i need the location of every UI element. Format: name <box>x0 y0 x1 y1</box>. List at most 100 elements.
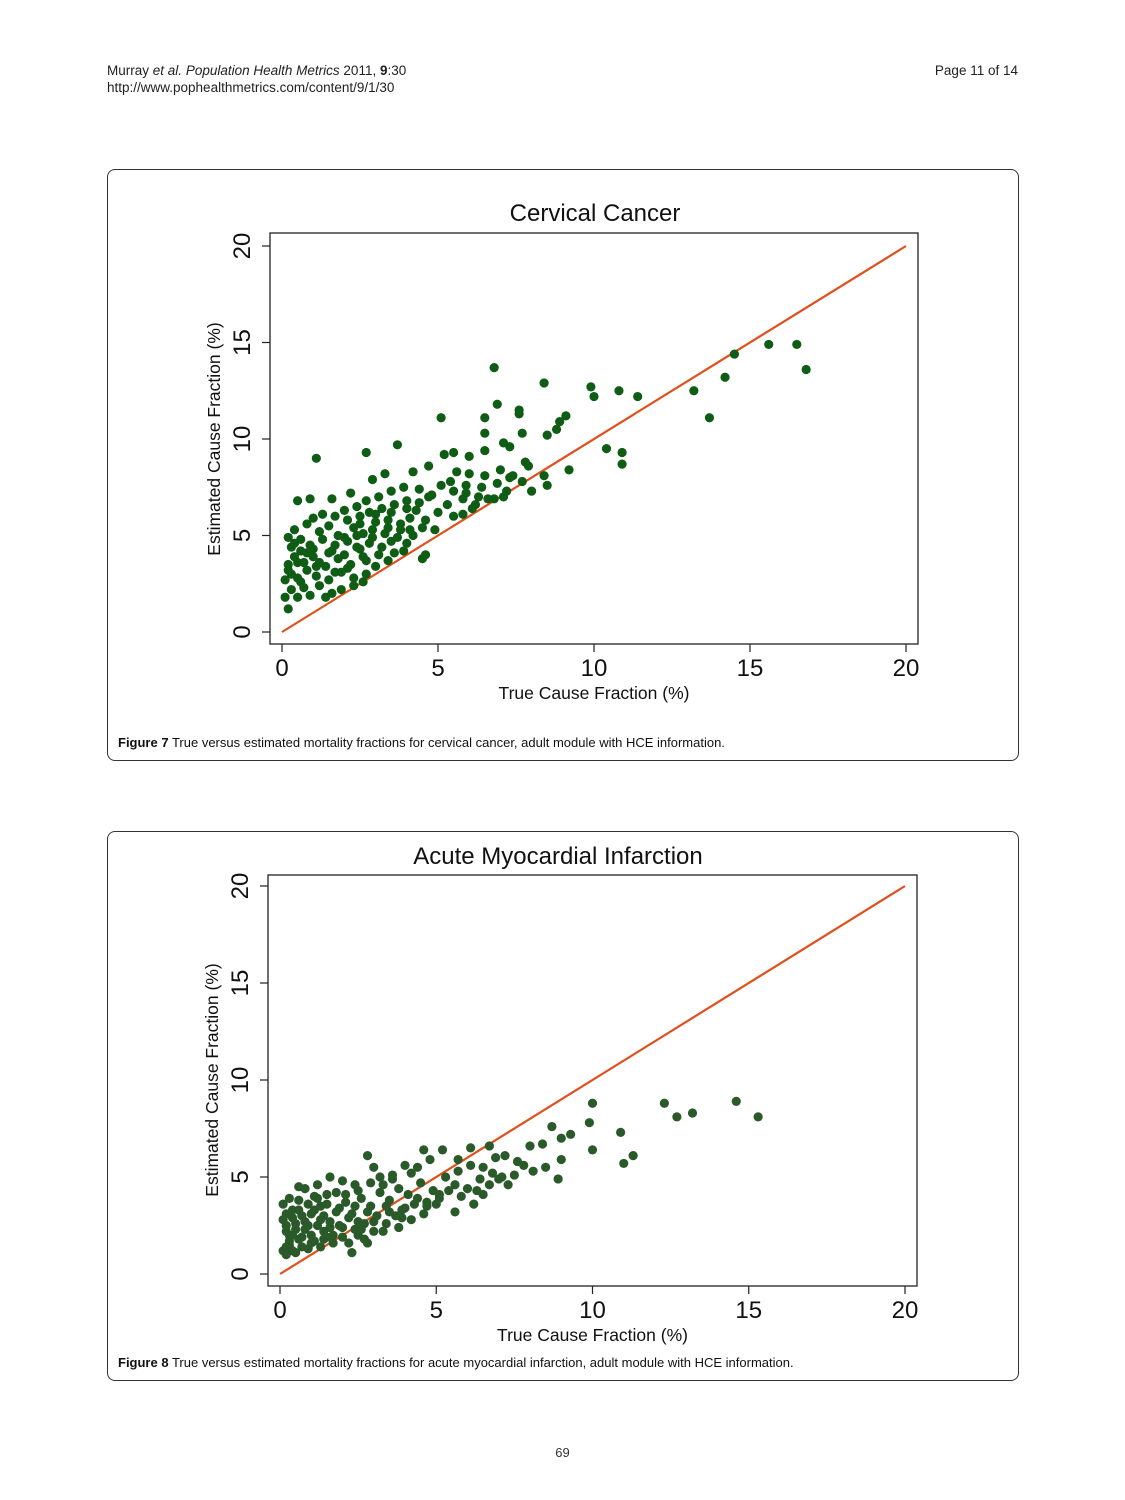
data-point <box>617 459 627 469</box>
data-point <box>672 1112 682 1122</box>
data-point <box>305 494 315 504</box>
data-point <box>551 424 562 434</box>
data-point <box>514 409 524 419</box>
data-point <box>467 503 477 514</box>
x-tick-label: 20 <box>893 655 920 682</box>
header-author: Murray <box>107 63 150 78</box>
chart-title: Cervical Cancer <box>510 200 681 227</box>
data-point <box>278 1246 288 1256</box>
data-point <box>383 523 393 533</box>
data-point <box>349 581 359 591</box>
x-tick-label: 10 <box>579 1297 606 1324</box>
data-point <box>342 515 353 525</box>
data-point <box>319 1211 329 1221</box>
data-point <box>399 482 409 492</box>
data-point <box>306 1209 316 1219</box>
data-point <box>449 511 459 521</box>
data-point <box>412 1162 423 1172</box>
data-point <box>542 480 552 490</box>
data-point <box>341 1197 351 1207</box>
data-point <box>369 1217 379 1227</box>
data-point <box>283 565 293 575</box>
data-point <box>386 536 396 546</box>
data-point <box>566 1129 576 1139</box>
header-url[interactable]: http://www.pophealthmetrics.com/content/… <box>107 80 395 95</box>
data-point <box>704 413 715 423</box>
data-point <box>394 1184 404 1194</box>
data-point <box>281 1220 291 1231</box>
data-point <box>378 1226 388 1236</box>
data-point <box>293 557 303 568</box>
data-point <box>375 1187 385 1198</box>
data-point <box>362 1151 373 1161</box>
data-point <box>616 1127 626 1137</box>
data-point <box>561 411 571 421</box>
running-header-citation: Murray et al. Population Health Metrics … <box>107 62 406 96</box>
data-point <box>374 492 384 502</box>
data-point <box>428 1185 438 1196</box>
data-point <box>374 550 384 560</box>
x-tick-label: 0 <box>275 655 288 682</box>
data-point <box>361 496 371 506</box>
figure-7-caption-text: True versus estimated mortality fraction… <box>171 735 725 750</box>
data-point <box>505 473 515 483</box>
data-point <box>296 546 306 556</box>
y-axis-title: Estimated Cause Fraction (%) <box>204 322 224 555</box>
data-point <box>484 1141 494 1151</box>
data-point <box>731 1096 741 1106</box>
data-point <box>394 1222 404 1233</box>
data-point <box>417 554 427 564</box>
data-point <box>453 1154 463 1165</box>
data-point <box>311 453 321 463</box>
data-point <box>309 1236 319 1246</box>
data-point <box>286 584 296 595</box>
data-point <box>334 1203 344 1213</box>
data-point <box>424 492 434 502</box>
figure-7-panel: Cervical Cancer 0 5 10 15 20 0 5 10 15 20 True Caus… <box>107 169 1019 761</box>
data-point <box>411 505 421 516</box>
data-point <box>349 523 359 533</box>
data-point <box>764 339 774 350</box>
data-point <box>350 1201 360 1211</box>
data-point <box>430 525 440 535</box>
data-point <box>325 1222 335 1233</box>
data-point <box>406 1215 416 1225</box>
data-point <box>442 500 452 510</box>
data-point <box>383 555 393 566</box>
data-point <box>449 447 459 458</box>
data-point <box>492 399 502 409</box>
header-year: 2011, <box>343 63 377 78</box>
data-point <box>555 417 565 427</box>
data-point <box>517 476 527 487</box>
data-point <box>361 447 371 458</box>
data-point <box>503 1180 513 1190</box>
figure-8-chart: Acute Myocardial Infarction 0 5 10 15 20 0 5 10 1… <box>202 843 918 1345</box>
x-tick-label: 5 <box>430 1297 443 1324</box>
data-point <box>346 488 356 498</box>
data-point <box>792 339 802 350</box>
data-point <box>325 1172 335 1182</box>
data-point <box>480 445 490 456</box>
data-point <box>389 500 399 510</box>
data-point <box>353 1185 363 1196</box>
data-point <box>419 1145 429 1155</box>
header-issue: :30 <box>387 63 407 78</box>
y-tick-label: 10 <box>229 426 256 453</box>
data-point <box>420 515 431 525</box>
data-point <box>347 1248 357 1258</box>
data-point <box>456 1191 466 1201</box>
data-point <box>458 494 468 504</box>
data-point <box>433 507 443 517</box>
figure-8-caption-text: True versus estimated mortality fraction… <box>171 1355 794 1370</box>
data-point <box>614 386 624 396</box>
data-point <box>492 478 502 488</box>
data-point <box>444 1185 454 1196</box>
data-point <box>293 496 303 506</box>
data-point <box>330 567 340 577</box>
data-point <box>517 428 527 438</box>
data-point <box>628 1151 638 1161</box>
data-point <box>280 575 290 585</box>
data-point <box>324 575 334 585</box>
y-tick-label: 5 <box>229 529 256 542</box>
data-point <box>480 413 490 423</box>
